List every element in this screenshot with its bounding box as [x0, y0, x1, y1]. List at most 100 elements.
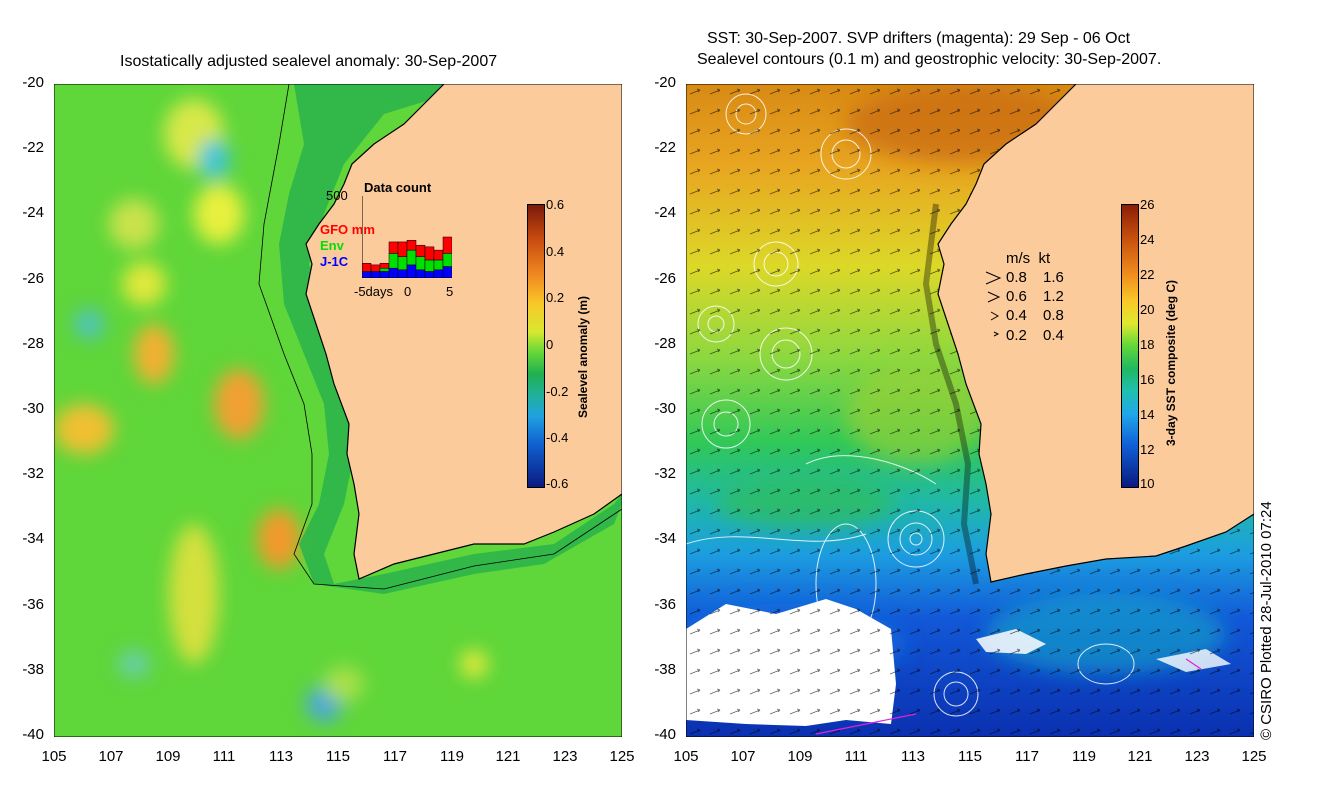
- inset-bar-j1c: [415, 269, 426, 278]
- inset-bar-j1c: [362, 271, 372, 278]
- inset-bar-env: [442, 253, 452, 267]
- inset-bar-gfo: [406, 240, 417, 251]
- left-panel-title: Isostatically adjusted sealevel anomaly:…: [120, 53, 498, 70]
- left-x-tick: 111: [212, 748, 236, 765]
- right-x-tick: 115: [958, 748, 982, 765]
- right-x-tick: 113: [901, 748, 925, 765]
- sst-colorbar-tick: 20: [1140, 302, 1155, 317]
- left-x-tick: 119: [440, 748, 464, 765]
- left-x-tick: 109: [155, 748, 181, 765]
- inset-bar-j1c: [424, 271, 435, 278]
- sst-colorbar-tick: 24: [1140, 232, 1155, 247]
- left-x-tick: 105: [41, 748, 67, 765]
- inset-bar-j1c: [442, 266, 452, 278]
- inset-legend-gfo: GFO mm: [320, 222, 375, 237]
- sealevel-colorbar-tick: 0.2: [546, 290, 565, 305]
- right-panel-title-line2: Sealevel contours (0.1 m) and geostrophi…: [697, 51, 1162, 68]
- sst-colorbar-tick: 12: [1140, 442, 1155, 457]
- inset-bar-env: [379, 267, 390, 272]
- right-x-tick: 125: [1241, 748, 1267, 765]
- right-y-tick: -30: [654, 400, 676, 417]
- left-y-tick: -26: [22, 270, 44, 287]
- inset-legend-env: Env: [320, 238, 344, 253]
- left-x-tick: 123: [552, 748, 578, 765]
- inset-bar-env: [433, 259, 444, 271]
- sealevel-colorbar-tick: -0.2: [546, 384, 569, 399]
- left-y-tick: -24: [22, 204, 44, 221]
- sst-map-svg: [666, 83, 1255, 738]
- velocity-legend-kt: 0.4: [1043, 327, 1064, 344]
- sst-colorbar-tick: 22: [1140, 267, 1155, 282]
- sst-colorbar-label: 3-day SST composite (deg C): [1164, 279, 1178, 446]
- sealevel-colorbar-tick: 0.6: [546, 197, 565, 212]
- inset-title: Data count: [364, 180, 432, 195]
- velocity-legend-kt: 1.6: [1043, 269, 1064, 286]
- right-y-tick: -22: [654, 139, 676, 156]
- sst-colorbar-tick: 14: [1140, 407, 1155, 422]
- velocity-legend-ms: 0.6: [1006, 288, 1027, 305]
- right-x-tick: 107: [730, 748, 756, 765]
- right-y-tick: -28: [654, 335, 676, 352]
- left-y-tick: -20: [22, 74, 44, 91]
- right-x-tick: 109: [787, 748, 813, 765]
- left-y-tick: -36: [22, 596, 44, 613]
- inset-bar-env: [415, 256, 426, 271]
- inset-bar-gfo: [362, 262, 372, 272]
- velocity-legend-ms: 0.8: [1006, 269, 1027, 286]
- right-x-tick: 117: [1015, 748, 1039, 765]
- left-y-tick: -38: [22, 661, 44, 678]
- left-x-tick: 117: [383, 748, 407, 765]
- sealevel-colorbar-gradient: [527, 204, 545, 488]
- right-panel-title-line1: SST: 30-Sep-2007. SVP drifters (magenta)…: [707, 30, 1131, 47]
- right-y-tick: -26: [654, 270, 676, 287]
- inset-x-tick: 5: [446, 284, 454, 299]
- left-y-tick: -40: [22, 726, 44, 743]
- left-y-tick: -28: [22, 335, 44, 352]
- right-x-tick: 121: [1127, 748, 1153, 765]
- inset-bar-j1c: [433, 269, 444, 278]
- inset-x-tick: -5days: [354, 284, 394, 299]
- sst-map: [666, 83, 1255, 738]
- inset-bar-gfo: [379, 262, 390, 269]
- inset-legend-j1c: J-1C: [320, 254, 349, 269]
- inset-bar-j1c: [397, 269, 408, 278]
- sst-colorbar-tick: 16: [1140, 372, 1155, 387]
- inset-bar-gfo: [397, 241, 408, 257]
- right-x-tick: 105: [673, 748, 699, 765]
- right-x-tick: 123: [1184, 748, 1210, 765]
- left-x-tick: 121: [495, 748, 521, 765]
- right-y-tick: -40: [654, 726, 676, 743]
- left-y-tick: -22: [22, 139, 44, 156]
- left-x-tick: 125: [609, 748, 635, 765]
- inset-bar-gfo: [442, 236, 452, 254]
- sst-colorbar-tick: 26: [1140, 197, 1155, 212]
- inset-bar-j1c: [379, 271, 390, 278]
- left-y-tick: -34: [22, 530, 44, 547]
- right-y-tick: -32: [654, 465, 676, 482]
- sealevel-colorbar-label: Sealevel anomaly (m): [576, 295, 590, 418]
- right-y-tick: -20: [654, 74, 676, 91]
- inset-y-max: 500: [326, 188, 348, 203]
- inset-bar-gfo: [388, 241, 399, 254]
- sealevel-colorbar-tick: -0.6: [546, 476, 569, 491]
- inset-bar-gfo: [415, 244, 426, 257]
- inset-bar-j1c: [370, 271, 381, 278]
- velocity-legend-header: m/s kt: [1006, 250, 1051, 267]
- inset-bar-j1c: [406, 264, 417, 278]
- sealevel-colorbar-tick: 0.4: [546, 244, 565, 259]
- inset-bar-j1c: [388, 267, 399, 278]
- right-x-tick: 111: [844, 748, 868, 765]
- right-x-tick: 119: [1072, 748, 1096, 765]
- right-y-tick: -36: [654, 596, 676, 613]
- inset-bar-gfo: [424, 246, 435, 261]
- right-y-tick: -34: [654, 530, 676, 547]
- inset-bar-env: [388, 253, 399, 269]
- velocity-legend-kt: 1.2: [1043, 288, 1064, 305]
- left-x-tick: 107: [98, 748, 124, 765]
- sealevel-colorbar-tick: -0.4: [546, 430, 569, 445]
- left-x-tick: 115: [326, 748, 350, 765]
- inset-bar-env: [406, 249, 417, 266]
- copyright-text: © CSIRO Plotted 28-Jul-2010 07:24: [1258, 501, 1275, 740]
- left-x-tick: 113: [269, 748, 293, 765]
- inset-bar-gfo: [370, 264, 381, 272]
